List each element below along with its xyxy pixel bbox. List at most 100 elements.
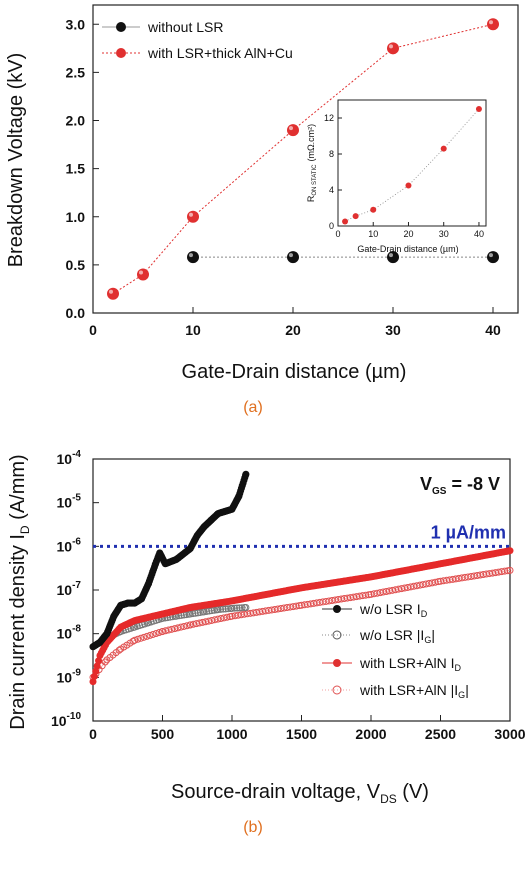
a-xtick-label: 30 xyxy=(385,322,401,338)
a-point-highlight xyxy=(139,270,143,275)
b-ytick-exp: -7 xyxy=(72,580,81,591)
b-point-1 xyxy=(242,603,250,611)
b-ylabel-unit: (A/mm) xyxy=(7,454,29,525)
b-ytick-label: 10-4 xyxy=(57,449,82,467)
legend-b-marker-3 xyxy=(333,659,341,667)
a-ytick-label: 1.0 xyxy=(66,209,86,225)
panel-b-y-ticks: 10-410-510-610-710-810-910-10 xyxy=(51,449,99,729)
inset-ytick-label: 12 xyxy=(324,113,334,123)
b-xtick-label: 2000 xyxy=(355,726,386,742)
legend-marker-without-lsr xyxy=(116,22,126,32)
legend-b-4-tail: | xyxy=(465,682,469,698)
legend-label-without-lsr: without LSR xyxy=(147,19,223,35)
b-ytick-exp: -5 xyxy=(72,493,81,504)
b-point-1 xyxy=(196,608,204,616)
panel-b-y-axis-label: Drain current density ID (A/mm) xyxy=(7,454,32,729)
panel-b: 0 500 1000 1500 2000 2500 3000 10-410-510-610-… xyxy=(7,449,526,836)
legend-b-2-main: w/o LSR |I xyxy=(359,627,424,643)
b-ytick-base: 10 xyxy=(57,538,73,554)
b-xtick-label: 3000 xyxy=(494,726,525,742)
b-xlabel-unit: (V) xyxy=(397,781,429,803)
b-point-3 xyxy=(149,630,157,638)
b-point-3 xyxy=(292,602,300,610)
legend-b-label-2: w/o LSR |IG| xyxy=(359,627,435,645)
b-ytick-label: 10-6 xyxy=(57,536,82,554)
b-point-3 xyxy=(183,622,191,630)
legend-b-4-sub: G xyxy=(458,690,465,700)
legend-b-label-3: with LSR+AlN ID xyxy=(359,655,462,673)
inset-xtick-label: 10 xyxy=(368,229,378,239)
panel-a-legend: without LSR with LSR+thick AlN+Cu xyxy=(102,19,293,61)
panel-a: 0 10 20 30 40 0.00.51.01.52.02.53.0 Gate-Dra… xyxy=(5,4,519,416)
b-ytick-exp: -9 xyxy=(72,667,81,678)
panel-a-y-ticks: 0.0 0.5 1.0 1.5 2.0 2.5 3.0 xyxy=(66,16,99,321)
b-ytick-exp: -10 xyxy=(67,711,82,722)
b-point-1 xyxy=(219,605,227,613)
legend-b-marker-1 xyxy=(333,605,341,613)
inset-point xyxy=(440,145,447,152)
a-point-highlight xyxy=(489,20,493,25)
inset-ylabel-sub: ON STATIC xyxy=(312,164,318,196)
b-point-1 xyxy=(231,604,239,612)
b-point-3 xyxy=(362,591,370,599)
inset-point xyxy=(342,218,349,225)
a-point-0 xyxy=(287,251,299,264)
b-ytick-label: 10-5 xyxy=(57,493,82,511)
panel-b-x-axis-label: Source-drain voltage, VDS (V) xyxy=(171,781,429,806)
a-ytick-label: 0.0 xyxy=(66,305,86,321)
panel-a-inset: 0 10 20 30 40 0 4 8 12 Gate-Drain distance (µm)… xyxy=(306,99,487,254)
b-point-3 xyxy=(431,578,439,586)
inset-point xyxy=(370,206,377,213)
a-point-1 xyxy=(187,210,199,223)
a-ytick-label: 2.5 xyxy=(66,64,86,80)
legend-marker-with-lsr xyxy=(116,48,126,58)
b-xlabel-sub: DS xyxy=(380,792,397,806)
b-ylabel-sub: D xyxy=(18,525,32,534)
b-point-2 xyxy=(90,672,98,680)
b-point-1 xyxy=(200,608,208,616)
b-point-1 xyxy=(217,605,225,613)
inset-ytick-label: 4 xyxy=(329,185,334,195)
legend-b-1-main: w/o LSR I xyxy=(359,601,421,617)
legend-b-label-4: with LSR+AlN |IG| xyxy=(359,682,469,700)
b-point-1 xyxy=(214,606,222,614)
panel-a-caption: (a) xyxy=(243,399,263,416)
a-xtick-label: 20 xyxy=(285,322,301,338)
b-point-3 xyxy=(115,646,123,654)
inset-ylabel-unit: (mΩ.cm²) xyxy=(306,124,316,162)
b-xtick-label: 2500 xyxy=(425,726,456,742)
b-point-3 xyxy=(131,636,139,644)
inset-point xyxy=(352,213,359,220)
a-xtick-label: 40 xyxy=(485,322,501,338)
legend-b-label-1: w/o LSR ID xyxy=(359,601,428,619)
panel-a-x-axis-label: Gate-Drain distance (µm) xyxy=(182,361,407,383)
a-point-highlight xyxy=(189,212,193,217)
b-point-0 xyxy=(242,470,250,478)
panel-b-series xyxy=(89,470,514,686)
b-ytick-exp: -6 xyxy=(72,536,81,547)
legend-label-with-lsr: with LSR+thick AlN+Cu xyxy=(147,45,293,61)
a-point-0 xyxy=(487,251,499,264)
a-ytick-label: 3.0 xyxy=(66,16,86,32)
a-point-highlight xyxy=(389,44,393,49)
panel-b-legend: w/o LSR ID w/o LSR |IG| with LSR+AlN ID … xyxy=(322,601,469,700)
b-point-1 xyxy=(186,610,194,618)
panel-a-x-ticks: 0 10 20 30 40 xyxy=(89,307,501,338)
b-point-1 xyxy=(194,609,202,617)
a-xtick-label: 0 xyxy=(89,322,97,338)
b-point-3 xyxy=(223,613,231,621)
b-point-2 xyxy=(93,662,101,670)
inset-xtick-label: 30 xyxy=(439,229,449,239)
inset-point xyxy=(475,106,482,112)
legend-b-2-sub: G xyxy=(424,635,431,645)
b-point-3 xyxy=(140,633,148,641)
vgs-sub: GS xyxy=(432,486,447,497)
inset-ytick-label: 8 xyxy=(329,149,334,159)
panel-b-caption: (b) xyxy=(243,819,263,836)
panel-b-x-ticks: 0 500 1000 1500 2000 2500 3000 xyxy=(89,715,526,742)
reference-line-label: 1 µA/mm xyxy=(431,522,506,542)
b-point-1 xyxy=(189,610,197,618)
vgs-rest: = -8 V xyxy=(446,474,500,494)
vgs-annotation: VGS = -8 V xyxy=(420,474,500,497)
b-ytick-label: 10-9 xyxy=(57,667,82,685)
